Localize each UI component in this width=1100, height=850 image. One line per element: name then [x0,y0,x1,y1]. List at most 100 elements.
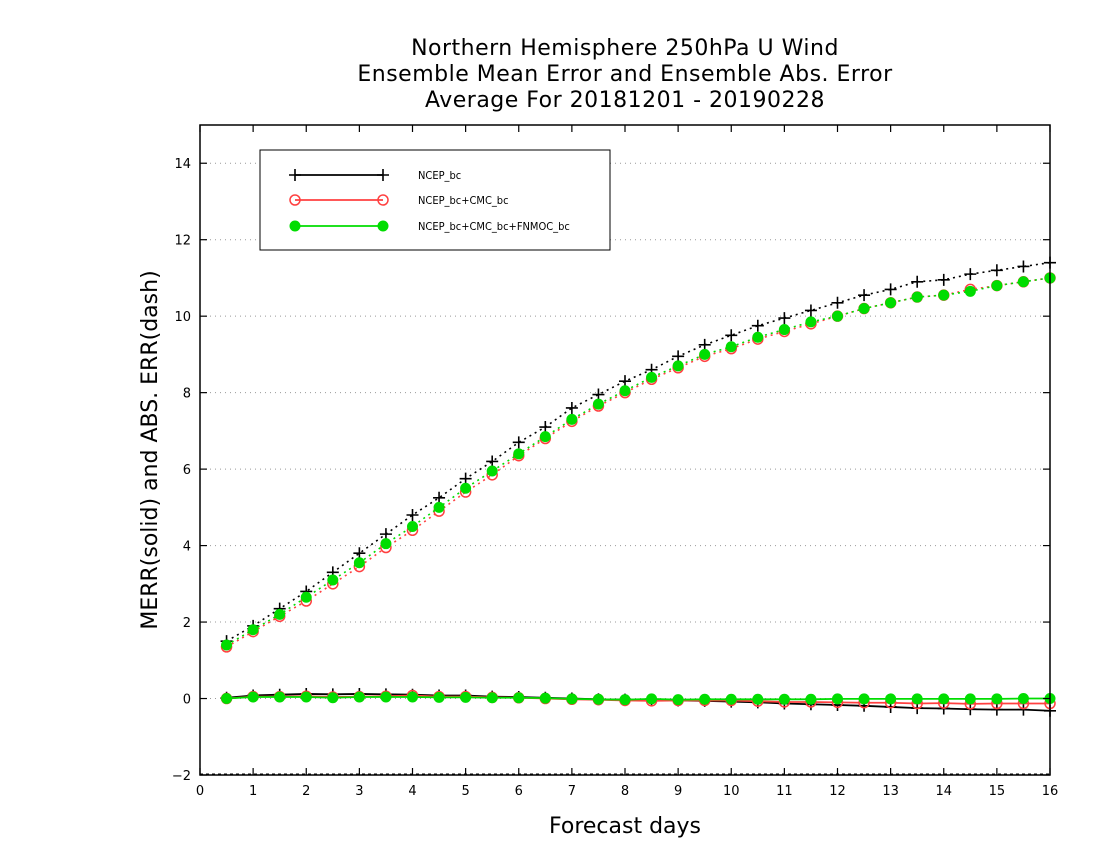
x-tick-label: 8 [621,784,629,799]
data-point-filled-circle [327,692,339,704]
data-point-plus [1017,260,1030,273]
data-point-filled-circle [513,448,525,460]
chart-title-line-1: Northern Hemisphere 250hPa U Wind [411,36,839,61]
data-point-filled-circle [486,465,498,477]
data-point-filled-circle [805,316,817,328]
chart-title-line-2: Ensemble Mean Error and Ensemble Abs. Er… [357,62,893,87]
data-point-filled-circle [377,220,389,232]
data-point-open-circle [289,194,301,206]
data-point-plus [539,421,552,434]
data-point-filled-circle [289,220,301,232]
data-point-filled-circle [1017,276,1029,288]
data-point-filled-circle [1017,693,1029,705]
data-point-filled-circle [858,693,870,705]
data-point-plus [698,338,711,351]
data-point-filled-circle [407,691,418,703]
data-point-filled-circle [460,482,472,494]
data-point-filled-circle [300,591,312,603]
data-point-filled-circle [725,341,737,353]
data-point-plus [377,169,389,181]
x-tick-label: 16 [1042,784,1059,799]
data-point-plus [778,312,791,325]
data-point-filled-circle [646,693,658,705]
data-point-plus [725,329,738,342]
data-point-plus [937,273,950,286]
data-point-plus [990,703,1003,716]
x-tick-label: 14 [935,784,952,799]
x-tick-label: 13 [882,784,899,799]
legend-label: NCEP_bc+CMC_bc [418,194,509,207]
x-tick-label: 3 [355,784,363,799]
y-tick-label: 2 [183,616,191,631]
legend: NCEP_bc NCEP_bc+CMC_bc NCEP_bc+CMC_bc+FNMO… [259,149,611,251]
data-point-filled-circle [911,291,923,303]
data-point-filled-circle [407,520,418,532]
data-point-filled-circle [938,289,950,301]
data-point-plus [858,289,871,302]
data-point-filled-circle [539,431,551,443]
data-point-filled-circle [513,692,525,704]
data-point-filled-circle [566,693,578,705]
data-point-filled-circle [353,691,365,703]
y-axis-title: MERR(solid) and ABS. ERR(dash) [138,270,163,629]
data-point-filled-circle [539,692,551,704]
data-point-filled-circle [832,693,843,705]
data-point-plus [433,491,446,504]
data-point-filled-circle [247,691,259,703]
data-point-plus [831,296,844,309]
x-tick-label: 1 [249,784,257,799]
series-abs-err-line [226,261,1051,642]
legend-label: NCEP_bc [418,169,461,182]
data-point-filled-circle [592,398,604,410]
data-point-filled-circle [672,694,684,706]
x-tick-label: 11 [776,784,793,799]
data-point-plus [353,547,366,560]
legend-item: NCEP_bc [289,169,461,182]
x-tick-label: 5 [461,784,469,799]
data-point-filled-circle [699,348,711,360]
x-tick-label: 7 [568,784,576,799]
data-point-filled-circle [911,693,923,705]
legend-item: NCEP_bc+CMC_bc+FNMOC_bc [289,220,570,233]
data-point-filled-circle [938,693,950,705]
data-point-filled-circle [725,693,737,705]
data-point-filled-circle [433,501,445,513]
data-point-filled-circle [991,693,1003,705]
data-point-plus [672,350,685,363]
data-point-plus [884,283,897,296]
data-point-plus [512,436,525,449]
data-point-filled-circle [221,639,233,651]
data-point-filled-circle [805,693,817,705]
data-point-filled-circle [619,385,631,397]
x-tick-label: 2 [302,784,310,799]
data-point-plus [804,304,817,317]
data-point-filled-circle [380,538,392,550]
data-point-filled-circle [858,303,870,315]
data-point-filled-circle [964,693,976,705]
x-tick-label: 4 [408,784,416,799]
data-point-filled-circle [486,692,498,704]
data-point-filled-circle [964,285,976,297]
y-tick-label: 6 [183,463,191,478]
series-2 [221,272,1056,706]
data-point-plus [289,169,301,181]
data-point-filled-circle [672,360,684,372]
data-point-filled-circle [832,310,843,322]
chart-title-line-3: Average For 20181201 - 20190228 [424,88,826,113]
data-point-filled-circle [380,691,392,703]
data-point-open-circle [377,194,389,206]
data-point-filled-circle [221,693,233,705]
data-point-filled-circle [778,693,790,705]
data-point-filled-circle [353,557,365,569]
y-tick-label: 4 [183,540,191,555]
data-point-filled-circle [885,693,897,705]
data-point-filled-circle [433,691,445,703]
data-point-filled-circle [885,297,897,309]
y-tick-label: 12 [174,234,191,249]
data-point-filled-circle [247,624,259,636]
data-point-plus [964,268,977,281]
data-point-plus [619,375,631,388]
data-point-filled-circle [566,413,578,425]
